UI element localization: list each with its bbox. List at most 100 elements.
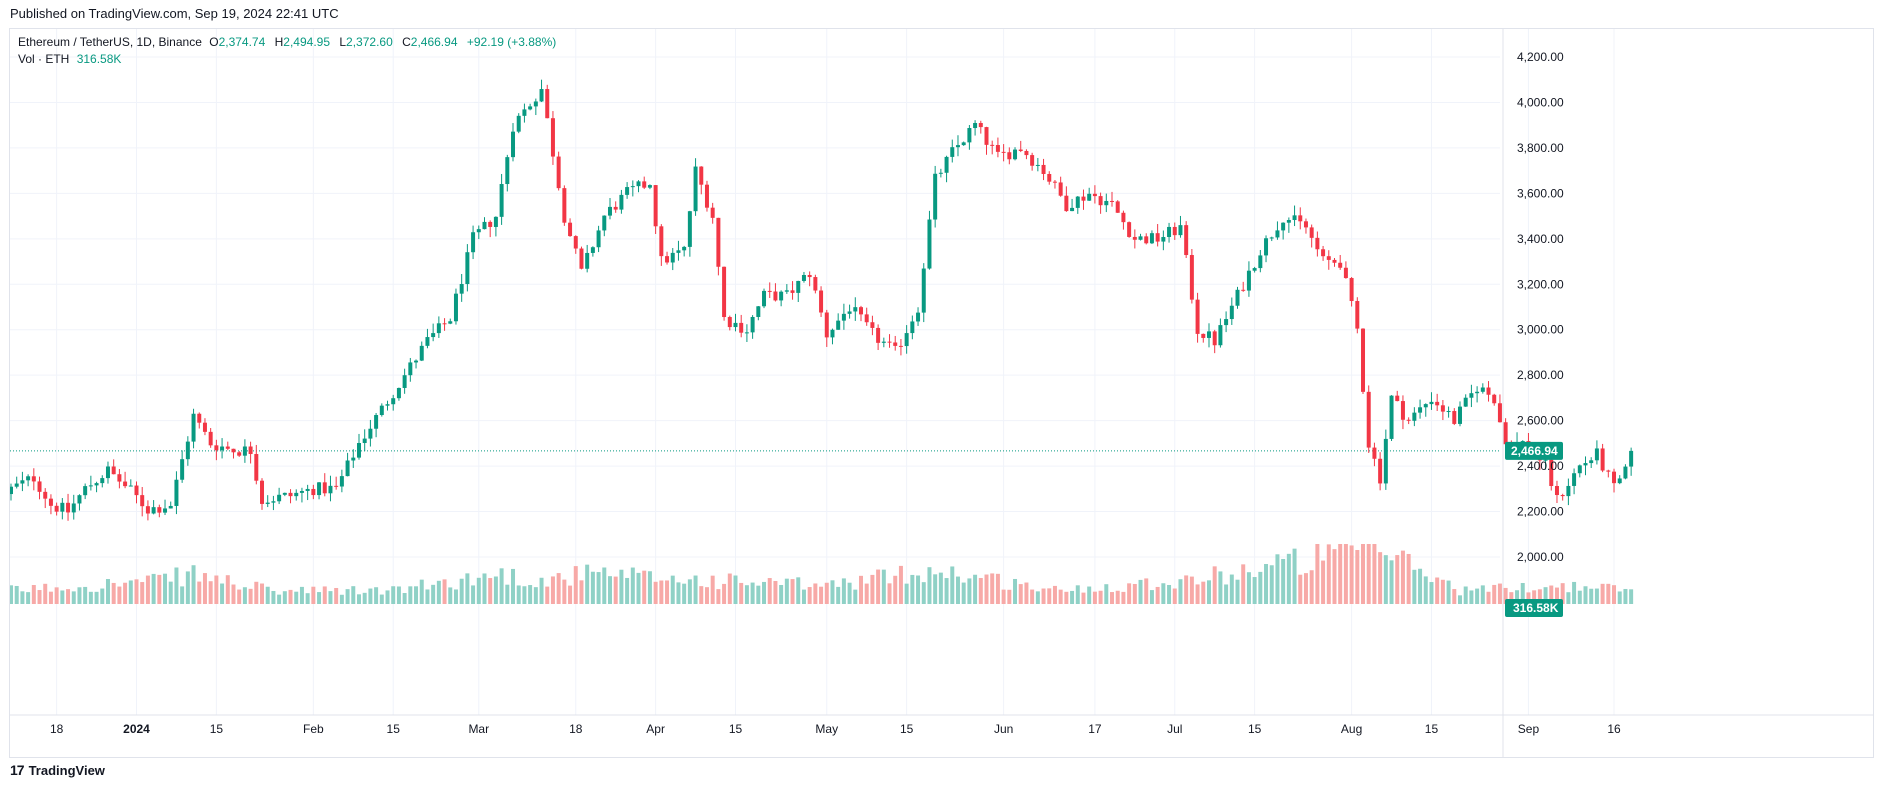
volume-bar (488, 578, 493, 604)
candle-body (824, 312, 829, 338)
volume-bar (105, 579, 110, 604)
price-axis[interactable]: 2,000.00 2,200.00 2,400.00 2,600.00 2,800.00… (1502, 29, 1564, 757)
candle-body (1075, 196, 1080, 208)
volume-bar (197, 581, 202, 604)
candle-body (938, 172, 943, 174)
candle-body (1400, 401, 1405, 420)
volume-bar (522, 586, 527, 604)
volume-bar (1144, 578, 1149, 604)
candle-body (978, 123, 983, 128)
volume-bar (1092, 591, 1097, 604)
volume-bar (636, 572, 641, 604)
candle-body (465, 252, 470, 285)
volume-bar (841, 578, 846, 604)
volume-bar (528, 585, 533, 604)
candle-body (1132, 236, 1137, 240)
volume-bar (248, 588, 253, 604)
candle-body (1052, 181, 1057, 183)
candle-body (1418, 407, 1423, 413)
volume-bar (453, 589, 458, 604)
volume-bar (1178, 579, 1183, 604)
candle-body (1081, 196, 1086, 201)
volume-bar (408, 586, 413, 604)
volume-bar (254, 581, 259, 604)
volume-bar (630, 567, 635, 604)
volume-bar (1075, 585, 1080, 604)
price-tick-label: 3,600.00 (1517, 186, 1564, 200)
volume-bar (807, 587, 812, 604)
tradingview-logo[interactable]: 17 TradingView (10, 762, 105, 778)
volume-bar (1629, 589, 1634, 604)
volume-bar (100, 588, 105, 604)
candle-body (436, 323, 441, 334)
candle-body (151, 507, 156, 514)
candle-body (984, 127, 989, 145)
volume-bar (351, 586, 356, 604)
candle-body (1326, 256, 1331, 260)
candle-body (311, 488, 316, 496)
legend-volume-label[interactable]: Vol · ETH (18, 52, 70, 66)
volume-bar (60, 590, 65, 604)
price-tick-label: 2,600.00 (1517, 414, 1564, 428)
candle-body (1469, 393, 1474, 398)
candle-body (220, 446, 225, 451)
tradingview-logo-icon: 17 (10, 762, 25, 778)
volume-bar (1572, 581, 1577, 604)
candle-body (1058, 182, 1063, 196)
candle-body (123, 481, 128, 487)
volume-bar (231, 584, 236, 604)
volume-bar (916, 575, 921, 604)
candle-body (419, 345, 424, 361)
volume-bar (396, 586, 401, 604)
volume-bar (1537, 589, 1542, 604)
candle-body (528, 106, 533, 110)
candle-body (20, 480, 25, 484)
candle-body (1178, 225, 1183, 236)
volume-bar (77, 587, 82, 604)
chart-pane[interactable]: 2,000.00 2,200.00 2,400.00 2,600.00 2,800.00… (9, 28, 1874, 758)
time-axis[interactable]: 18 2024 15 Feb 15 Mar 18 Apr 15 May 15 Jun 17 Jul 15 Au… (10, 714, 1873, 736)
volume-bar (442, 579, 447, 604)
volume-bar (562, 579, 567, 604)
candle-body (1241, 289, 1246, 291)
volume-bar (322, 586, 327, 604)
candle-body (225, 446, 230, 449)
volume-bar (10, 585, 13, 604)
volume-bar (927, 567, 932, 604)
volume-bar (1378, 552, 1383, 604)
candle-body (995, 145, 1000, 152)
candle-body (1064, 195, 1069, 212)
candle-body (191, 413, 196, 442)
time-tick-label: Jun (994, 722, 1013, 736)
volume-bar (682, 583, 687, 604)
volume-bar (670, 575, 675, 604)
candle-body (1298, 215, 1303, 222)
candle-body (933, 173, 938, 220)
volume-bar (202, 573, 207, 604)
volume-bar (225, 575, 230, 604)
candle-body (453, 293, 458, 322)
volume-bar (893, 575, 898, 604)
volume-bar (585, 564, 590, 604)
volume-bar (482, 573, 487, 604)
candle-body (1560, 495, 1565, 497)
candle-body (1206, 331, 1211, 338)
candle-body (431, 333, 436, 338)
candle-body (1554, 486, 1559, 496)
legend-symbol[interactable]: Ethereum / TetherUS, 1D, Binance (18, 35, 202, 49)
candle-body (1087, 193, 1092, 201)
volume-bar (48, 591, 53, 604)
candle-body (374, 415, 379, 429)
candle-body (185, 441, 190, 460)
candle-body (1486, 387, 1491, 395)
volume-bar (419, 579, 424, 604)
candle-body (248, 446, 253, 455)
volume-bar (168, 581, 173, 604)
price-chart[interactable]: 2,000.00 2,200.00 2,400.00 2,600.00 2,800.00… (10, 29, 1873, 757)
volume-bar (1298, 574, 1303, 604)
volume-bar (1594, 588, 1599, 604)
volume-bar (955, 576, 960, 604)
volume-bar (379, 594, 384, 604)
volume-bar (1024, 582, 1029, 604)
time-tick-label: 17 (1088, 722, 1102, 736)
